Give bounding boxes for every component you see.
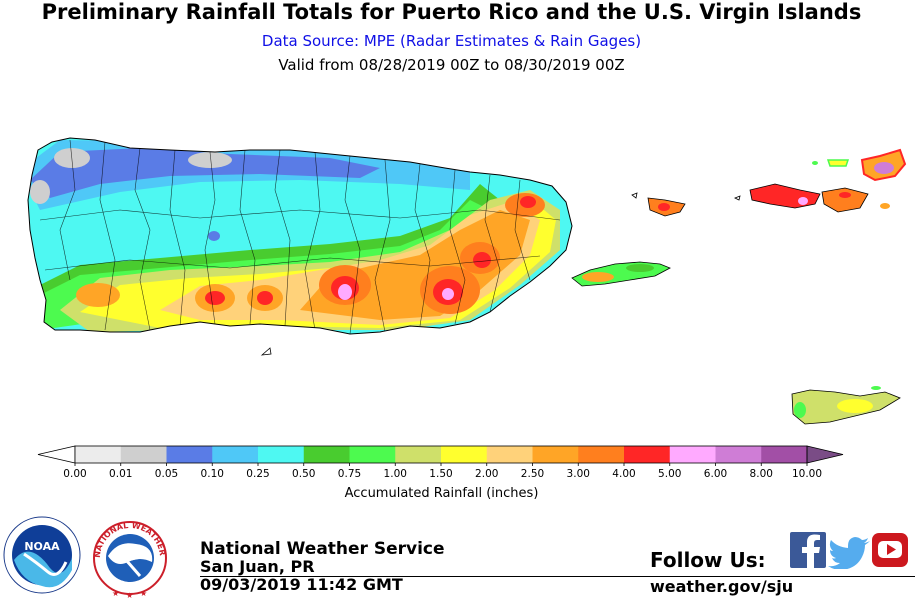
colorbar-swatch xyxy=(75,446,122,463)
colorbar-swatch xyxy=(669,446,716,463)
colorbar-swatch xyxy=(624,446,671,463)
colorbar-tick-label: 6.00 xyxy=(704,468,727,480)
svg-text:★: ★ xyxy=(140,589,147,598)
data-source: Data Source: MPE (Radar Estimates & Rain… xyxy=(261,32,642,50)
office-city: San Juan, PR xyxy=(200,557,315,576)
colorbar-swatch xyxy=(166,446,213,463)
culebra-island xyxy=(647,197,686,217)
colorbar-tick-label: 1.00 xyxy=(384,468,407,480)
british-virgin-islands xyxy=(812,148,907,209)
office-name: National Weather Service xyxy=(200,539,445,559)
colorbar-swatch xyxy=(486,446,533,463)
colorbar-tick-label: 4.00 xyxy=(612,468,635,480)
colorbar-swatch xyxy=(761,446,808,463)
svg-text:★: ★ xyxy=(126,591,133,599)
colorbar-tick-label: 0.75 xyxy=(338,468,361,480)
valid-period: Valid from 08/28/2019 00Z to 08/30/2019 … xyxy=(278,56,625,74)
twitter-icon[interactable] xyxy=(828,537,870,569)
noaa-logo: NOAA xyxy=(3,516,81,594)
colorbar-swatch xyxy=(441,446,488,463)
small-islets xyxy=(260,192,741,356)
colorbar-tick-label: 0.01 xyxy=(109,468,132,480)
svg-text:★: ★ xyxy=(112,589,119,598)
colorbar-tick-label: 1.50 xyxy=(429,468,452,480)
nws-office-block: National Weather Service San Juan, PR 09… xyxy=(200,540,445,594)
social-links xyxy=(790,532,908,569)
colorbar-tick-label: 8.00 xyxy=(750,468,773,480)
vieques-island xyxy=(571,261,671,287)
map-title: Preliminary Rainfall Totals for Puerto R… xyxy=(41,0,862,24)
colorbar-swatch xyxy=(120,446,167,463)
colorbar-tick-label: 0.50 xyxy=(292,468,315,480)
rainfall-colorbar: 0.00 0.01 0.05 0.10 0.25 0.50 0.75 1.00 1.50 2.00… xyxy=(37,445,844,480)
follow-us-label: Follow Us: xyxy=(650,548,766,572)
colorbar-tick-label: 0.00 xyxy=(63,468,86,480)
colorbar-swatch xyxy=(349,446,396,463)
agency-logos: NOAA NATIONAL WEATHER SERVICE ★ ★ ★ xyxy=(0,510,167,599)
colorbar-title: Accumulated Rainfall (inches) xyxy=(344,486,539,501)
colorbar-tick-label: 2.00 xyxy=(475,468,498,480)
colorbar-tick-label: 10.00 xyxy=(792,468,822,480)
st-thomas-st-john xyxy=(749,183,869,213)
website-link[interactable]: weather.gov/sju xyxy=(650,577,794,596)
colorbar-tick-label: 0.25 xyxy=(246,468,269,480)
st-croix-island xyxy=(791,386,901,425)
colorbar-tick-label: 0.05 xyxy=(155,468,178,480)
colorbar-swatch xyxy=(532,446,579,463)
colorbar-swatch xyxy=(212,446,259,463)
colorbar-under-arrow xyxy=(37,445,76,464)
rainfall-map xyxy=(27,137,907,425)
facebook-icon[interactable] xyxy=(790,532,826,568)
colorbar-swatch xyxy=(395,446,442,463)
colorbar-swatch xyxy=(715,446,762,463)
noaa-logo-text: NOAA xyxy=(24,540,60,553)
colorbar-tick-label: 2.50 xyxy=(521,468,544,480)
colorbar-tick-label: 5.00 xyxy=(658,468,681,480)
puerto-rico xyxy=(27,137,573,335)
colorbar-tick-label: 0.10 xyxy=(201,468,224,480)
colorbar-swatch xyxy=(578,446,625,463)
colorbar-swatch xyxy=(258,446,305,463)
youtube-icon[interactable] xyxy=(872,533,908,567)
colorbar-tick-label: 3.00 xyxy=(567,468,590,480)
colorbar-swatch xyxy=(303,446,350,463)
colorbar-over-arrow xyxy=(806,445,844,464)
issued-time: 09/03/2019 11:42 GMT xyxy=(200,575,403,594)
footer-divider xyxy=(200,576,915,577)
